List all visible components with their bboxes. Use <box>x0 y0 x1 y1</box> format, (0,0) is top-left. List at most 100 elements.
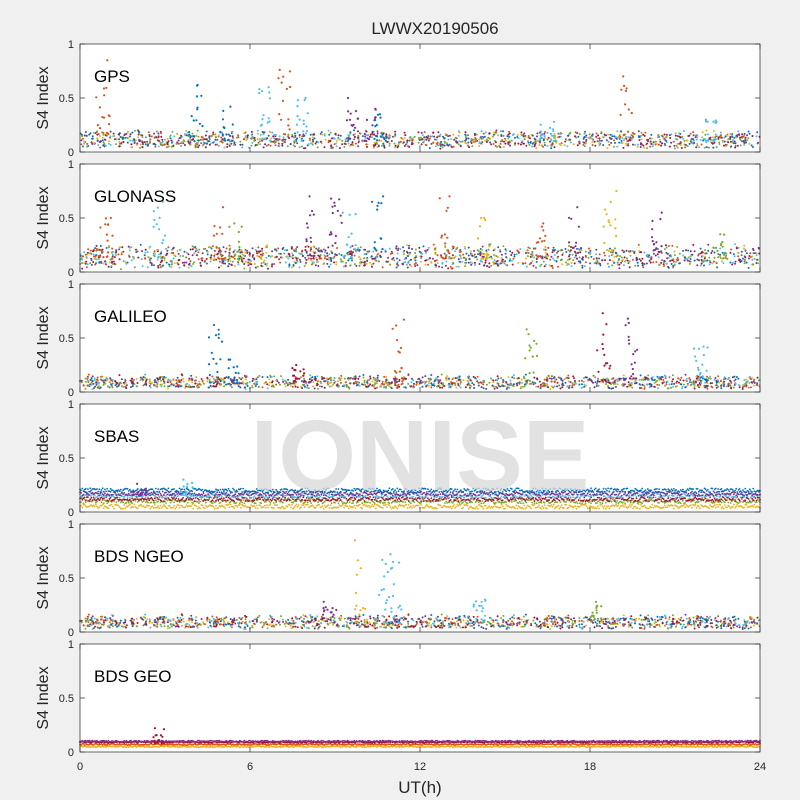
data-point <box>542 260 545 263</box>
data-point <box>552 130 555 133</box>
data-point <box>204 259 206 262</box>
data-point <box>638 383 641 386</box>
data-point <box>412 386 415 389</box>
spike-point <box>365 130 368 133</box>
data-point <box>227 265 230 268</box>
spike-point <box>542 229 545 232</box>
data-point <box>293 136 296 139</box>
data-point <box>109 136 112 139</box>
data-point <box>574 382 577 385</box>
data-point <box>685 377 688 380</box>
data-point <box>192 263 195 265</box>
data-point <box>82 137 84 140</box>
data-point <box>610 381 613 384</box>
data-point <box>86 384 89 387</box>
data-point <box>120 382 122 385</box>
data-point <box>298 252 301 255</box>
data-point <box>102 133 105 136</box>
data-point <box>650 137 653 140</box>
data-point <box>369 375 372 378</box>
data-point <box>458 140 461 143</box>
data-point <box>615 378 618 381</box>
data-point <box>526 379 529 382</box>
spike-point <box>552 134 555 137</box>
data-point <box>172 144 175 147</box>
spike-point <box>394 382 397 385</box>
y-tick-label: 1 <box>68 159 74 171</box>
data-point <box>651 143 654 146</box>
data-point <box>568 258 571 261</box>
spike-point <box>221 232 224 235</box>
data-point <box>402 263 404 266</box>
data-point <box>355 264 358 267</box>
data-point <box>152 507 155 509</box>
data-point <box>676 380 678 383</box>
data-point <box>137 256 140 259</box>
data-point <box>329 256 332 259</box>
data-point <box>641 257 644 260</box>
data-point <box>112 253 114 256</box>
spike-point <box>608 367 611 370</box>
data-point <box>232 144 235 147</box>
data-point <box>457 134 460 137</box>
data-point <box>279 252 282 255</box>
data-point <box>148 378 151 381</box>
data-point <box>470 142 473 144</box>
data-point <box>650 256 653 259</box>
data-point <box>469 140 472 143</box>
data-point <box>80 381 83 384</box>
data-point <box>397 386 399 389</box>
spike-point <box>607 249 611 252</box>
data-point <box>570 262 573 264</box>
spike-point <box>236 257 239 261</box>
spike-point <box>294 377 297 380</box>
data-point <box>109 130 112 133</box>
data-point <box>732 386 735 389</box>
data-point <box>649 137 652 140</box>
data-point <box>217 250 220 253</box>
data-point <box>258 255 261 258</box>
spike-point <box>356 130 360 133</box>
data-point <box>727 385 730 387</box>
data-point <box>83 134 86 137</box>
data-point <box>612 377 614 380</box>
data-point <box>347 386 350 389</box>
data-point <box>195 247 198 250</box>
data-point <box>601 135 604 138</box>
spike-point <box>160 257 163 260</box>
data-point <box>696 264 699 267</box>
data-point <box>432 141 435 144</box>
data-point <box>606 147 609 150</box>
data-point <box>421 134 424 137</box>
data-point <box>714 377 717 379</box>
data-point <box>686 259 689 262</box>
data-point <box>347 142 350 145</box>
data-point <box>558 384 561 387</box>
spike-point <box>380 237 383 240</box>
spike-point <box>539 130 543 133</box>
data-point <box>348 134 351 137</box>
data-point <box>485 249 488 252</box>
data-point <box>251 380 254 382</box>
data-point <box>756 382 759 385</box>
data-point <box>475 133 478 136</box>
data-point <box>261 247 264 250</box>
spike-point <box>712 120 715 123</box>
data-point <box>612 387 615 390</box>
spike-point <box>303 372 306 375</box>
data-point <box>625 137 628 140</box>
spike-point <box>152 225 155 228</box>
spike-point <box>312 257 315 260</box>
spike-point <box>261 137 264 140</box>
spike-point <box>219 358 222 361</box>
data-point <box>176 250 179 253</box>
data-point <box>220 140 223 143</box>
data-point <box>189 248 192 251</box>
data-point <box>719 134 722 137</box>
data-point <box>274 144 277 147</box>
data-point <box>205 130 208 133</box>
data-point <box>153 250 156 253</box>
spike-point <box>193 140 196 143</box>
data-point <box>351 141 354 144</box>
y-tick-label: 0 <box>68 387 74 399</box>
